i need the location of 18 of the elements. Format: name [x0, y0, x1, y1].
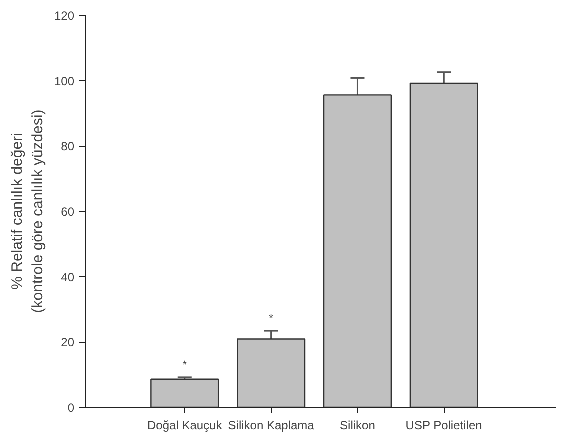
y-tick-label: 120	[54, 9, 75, 23]
y-tick-label: 0	[68, 401, 75, 415]
annotation: *	[269, 313, 274, 326]
bar	[410, 82, 478, 408]
bar	[323, 94, 392, 408]
x-tick-label: Doğal Kauçuk	[148, 418, 224, 432]
y-tick-label: 40	[61, 270, 75, 284]
x-tick-label: Silikon Kaplama	[228, 418, 315, 432]
bar	[150, 378, 220, 408]
y-tick-label: 20	[61, 336, 75, 350]
y-tick-label: 60	[61, 205, 75, 219]
annotation: *	[182, 359, 188, 372]
bar	[237, 338, 306, 408]
y-tick-label: 80	[61, 140, 75, 154]
y-axis-title: % Relatif canlılık değeri (kontrole göre canlılık yüzdesi)	[9, 110, 46, 314]
x-tick-label: Silikon	[340, 418, 376, 432]
y-tick-label: 100	[54, 74, 75, 88]
x-tick-label: USP Polietilen	[406, 418, 482, 432]
